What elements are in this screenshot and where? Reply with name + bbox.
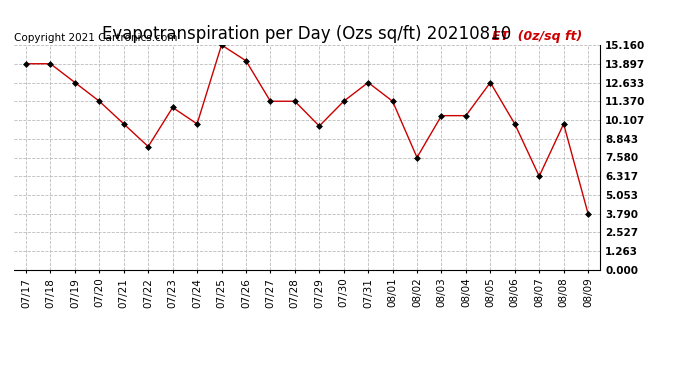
Text: ET  (0z/sq ft): ET (0z/sq ft): [493, 30, 582, 43]
Text: Copyright 2021 Cartronics.com: Copyright 2021 Cartronics.com: [14, 33, 177, 43]
Title: Evapotranspiration per Day (Ozs sq/ft) 20210810: Evapotranspiration per Day (Ozs sq/ft) 2…: [102, 26, 512, 44]
